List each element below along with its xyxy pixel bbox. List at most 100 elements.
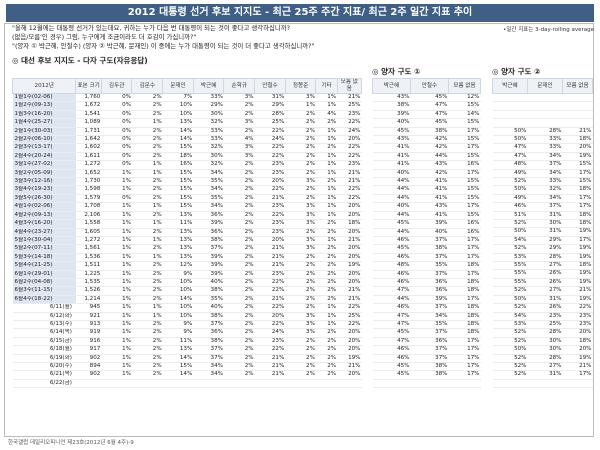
column-header: 2012년 [11,78,77,94]
cell-value: 2% [223,278,255,288]
cell-value: 2% [223,236,255,246]
cell-value: 16% [448,160,481,170]
cell-value: 2% [285,295,316,305]
cell-value: 25% [254,118,286,128]
section-title-two2: ◎ 양자 구도 ② [492,67,541,76]
cell-value: 19% [562,253,593,263]
cell-value: 35% [410,261,449,271]
cell-value: 20% [337,202,362,212]
cell-value: 2% [285,169,316,179]
cell-value: 22% [254,278,286,288]
cell-value: 25% [337,312,362,321]
cell-value: 52% [492,303,528,313]
cell-value: 45% [372,219,411,229]
cell-value: 1% [101,270,132,279]
cell-value: 2% [223,354,255,364]
cell-value: 46% [372,354,411,364]
cell-value: 31% [527,295,563,305]
cell-value: 1% [315,236,338,246]
cell-value: 34% [527,152,563,162]
table-row: 3월5주(26-30) 1,579 0% 2% 15% 35% 2% 21% 2% 1% 22% [12,194,362,204]
table-row: 45% 37% 18% [372,328,481,338]
cell-value: 15% [562,177,593,187]
row-period-label: 2월4주(20-24) [12,152,76,162]
cell-value: 2% [315,345,338,355]
table-row: 44% 41% 15% [372,177,481,187]
cell-value: 1% [131,219,163,229]
cell-value: 1% [315,93,338,103]
cell-value: 2% [131,228,163,237]
cell-value: 1% [101,202,132,212]
cell-value: 34% [193,169,224,179]
cell-value: 1% [101,185,132,195]
cell-value [562,101,593,111]
question-line-3: "(양자 ① 박근혜, 안철수) (양자 ② 박근혜, 문재인) 이 중에는 누… [12,42,315,50]
cell-value: 36% [193,211,224,221]
cell-value: 17% [448,295,481,305]
table-row: 52% 33% 15% [492,177,593,187]
cell-value [337,379,362,389]
table-row: 41% 43% 16% [372,160,481,170]
table-row: 6/12(화) 921 1% 1% 10% 38% 2% 20% 3% 1% 25% [12,312,362,321]
table-row: 6/11(월) 945 1% 1% 10% 40% 2% 22% 2% 1% 22% [12,303,362,313]
column-header: 김두관 [100,78,133,94]
page-title: 2012 대통령 선거 후보 지지도 - 최근 25주 주간 지표/ 최근 2주… [6,4,594,22]
cell-value: 42% [410,143,449,153]
table-row: 40% 43% 17% [372,202,481,212]
cell-value: 0% [101,101,132,111]
cell-value: 3% [285,177,316,187]
cell-value: 21% [254,354,286,364]
cell-value: 40% [193,278,224,288]
cell-value: 1% [101,345,132,355]
column-header: 박근혜 [372,78,411,94]
cell-value: 37% [193,320,224,330]
cell-value: 46% [372,345,411,355]
cell-value: 15% [448,135,481,145]
table-row: 52% 30% 18% [492,219,593,229]
cell-value: 1% [101,295,132,305]
cell-value: 3% [285,93,316,103]
row-sample-size: 1,760 [75,93,102,103]
cell-value [492,118,528,128]
row-sample-size: 894 [75,362,102,372]
cell-value: 2% [223,169,255,179]
cell-value: 17% [562,194,593,204]
cell-value: 45% [410,118,449,128]
cell-value: 3% [285,236,316,246]
cell-value: 2% [285,362,316,372]
table-row: 3월1주(27-02) 1,272 0% 1% 16% 32% 2% 23% 2% 1% 23% [12,160,362,170]
table-row: 6/21(목) 902 1% 2% 14% 34% 2% 21% 2% 2% 20% [12,370,362,380]
cell-value: 1% [101,328,132,338]
cell-value: 21% [254,253,286,263]
row-period-label: 2월3주(13-17) [12,143,76,153]
column-header: 모름 없음 [448,78,481,94]
table-row: 46% 37% 17% [492,202,593,212]
row-sample-size: 945 [75,303,102,313]
cell-value: 39% [193,270,224,279]
table-row: 52% 30% 18% [492,337,593,347]
cell-value: 2% [285,143,316,153]
cell-value: 24% [254,328,286,338]
cell-value: 28% [527,354,563,363]
row-sample-size: 1,535 [75,278,102,288]
cell-value: 2% [223,228,255,237]
column-header: 박근혜 [192,78,225,94]
cell-value: 1% [101,278,132,288]
cell-value: 52% [492,337,528,347]
cell-value [193,379,224,389]
table-row: 41% 42% 17% [372,143,481,153]
cell-value: 2% [131,152,163,162]
cell-value: 43% [372,93,411,103]
cell-value: 2% [285,110,316,120]
cell-value: 2% [285,337,316,347]
cell-value: 2% [223,312,255,321]
cell-value: 2% [223,202,255,212]
cell-value: 2% [223,101,255,111]
cell-value: 50% [492,185,528,195]
cell-value: 2% [223,160,255,170]
table-row: 40% 42% 17% [372,169,481,179]
cell-value: 47% [410,110,449,120]
cell-value: 42% [410,135,449,145]
cell-value: 21% [562,362,593,372]
table-row: 45% 38% 17% [372,244,481,254]
